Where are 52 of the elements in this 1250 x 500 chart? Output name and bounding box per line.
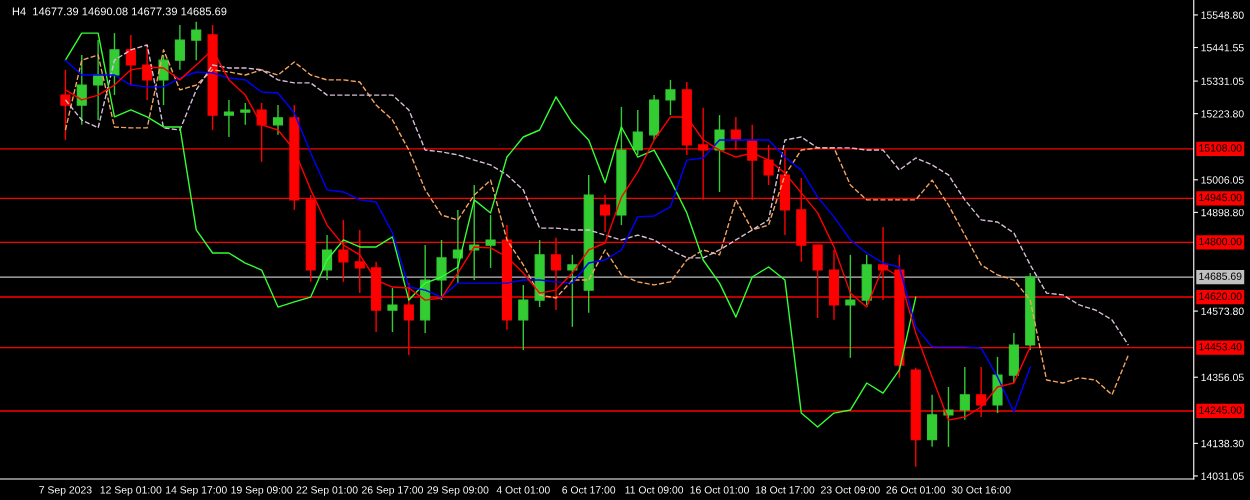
candlestick bbox=[567, 254, 578, 328]
candlestick bbox=[632, 109, 643, 156]
y-tick-label: 14573.80 bbox=[1201, 307, 1244, 315]
x-tick-label: 14 Sep 17:00 bbox=[166, 486, 227, 496]
x-tick-label: 19 Sep 09:00 bbox=[231, 486, 293, 496]
x-tick-label: 12 Sep 01:00 bbox=[100, 486, 162, 496]
line-series bbox=[64, 32, 917, 428]
candlestick bbox=[959, 366, 970, 421]
candlestick bbox=[174, 24, 185, 71]
candlestick bbox=[223, 99, 234, 138]
y-tick-label: 15006.05 bbox=[1201, 176, 1244, 184]
candlestick bbox=[943, 386, 954, 448]
y-tick-label: 14898.80 bbox=[1201, 208, 1244, 217]
candlestick bbox=[436, 239, 447, 301]
y-tick-label: 14031.05 bbox=[1201, 472, 1244, 480]
ref-line-label: 14685.69 bbox=[1199, 272, 1242, 280]
x-tick-label: 18 Oct 17:00 bbox=[755, 486, 815, 494]
candlestick bbox=[240, 102, 251, 126]
x-tick-label: 29 Sep 09:00 bbox=[427, 486, 489, 496]
ref-line-label: 14800.00 bbox=[1199, 237, 1242, 246]
y-tick-label: 15223.80 bbox=[1201, 110, 1244, 118]
candlestick bbox=[387, 287, 398, 333]
y-tick-label: 14356.05 bbox=[1201, 373, 1244, 382]
x-tick-label: 23 Oct 09:00 bbox=[821, 486, 880, 494]
ref-line-label: 14620.00 bbox=[1199, 292, 1242, 300]
candlestick bbox=[518, 284, 529, 351]
candlestick bbox=[191, 21, 202, 61]
x-tick-label: 4 Oct 01:00 bbox=[496, 486, 550, 494]
candlestick bbox=[469, 184, 480, 281]
y-tick-label: 14138.30 bbox=[1201, 439, 1244, 448]
x-tick-label: 11 Oct 09:00 bbox=[625, 486, 684, 494]
y-tick-label: 15441.55 bbox=[1201, 44, 1244, 52]
x-tick-label: 16 Oct 01:00 bbox=[690, 486, 749, 494]
candlestick bbox=[665, 79, 676, 116]
ref-line-label: 14245.00 bbox=[1199, 406, 1242, 414]
x-tick-label: 22 Sep 01:00 bbox=[296, 486, 358, 496]
x-tick-label: 30 Oct 16:00 bbox=[951, 486, 1011, 494]
x-tick-label: 7 Sep 2023 bbox=[39, 486, 92, 496]
ref-line-label: 14945.00 bbox=[1199, 193, 1242, 202]
candlestick bbox=[272, 104, 284, 136]
ref-line-label: 14453.40 bbox=[1199, 343, 1242, 351]
candlestick bbox=[485, 214, 496, 269]
y-tick-label: 15331.05 bbox=[1201, 77, 1244, 85]
y-tick-label: 15548.80 bbox=[1201, 11, 1244, 19]
candlestick bbox=[845, 254, 856, 359]
x-tick-label: 6 Oct 17:00 bbox=[562, 486, 616, 494]
candlestick bbox=[452, 209, 463, 284]
ref-line-label: 15108.00 bbox=[1199, 144, 1242, 152]
candlestick bbox=[76, 54, 87, 126]
x-tick-label: 26 Oct 01:00 bbox=[886, 486, 946, 494]
x-tick-label: 26 Sep 17:00 bbox=[362, 486, 424, 496]
text: H4 14677.39 14690.08 14677.39 14685.69 bbox=[12, 7, 227, 16]
